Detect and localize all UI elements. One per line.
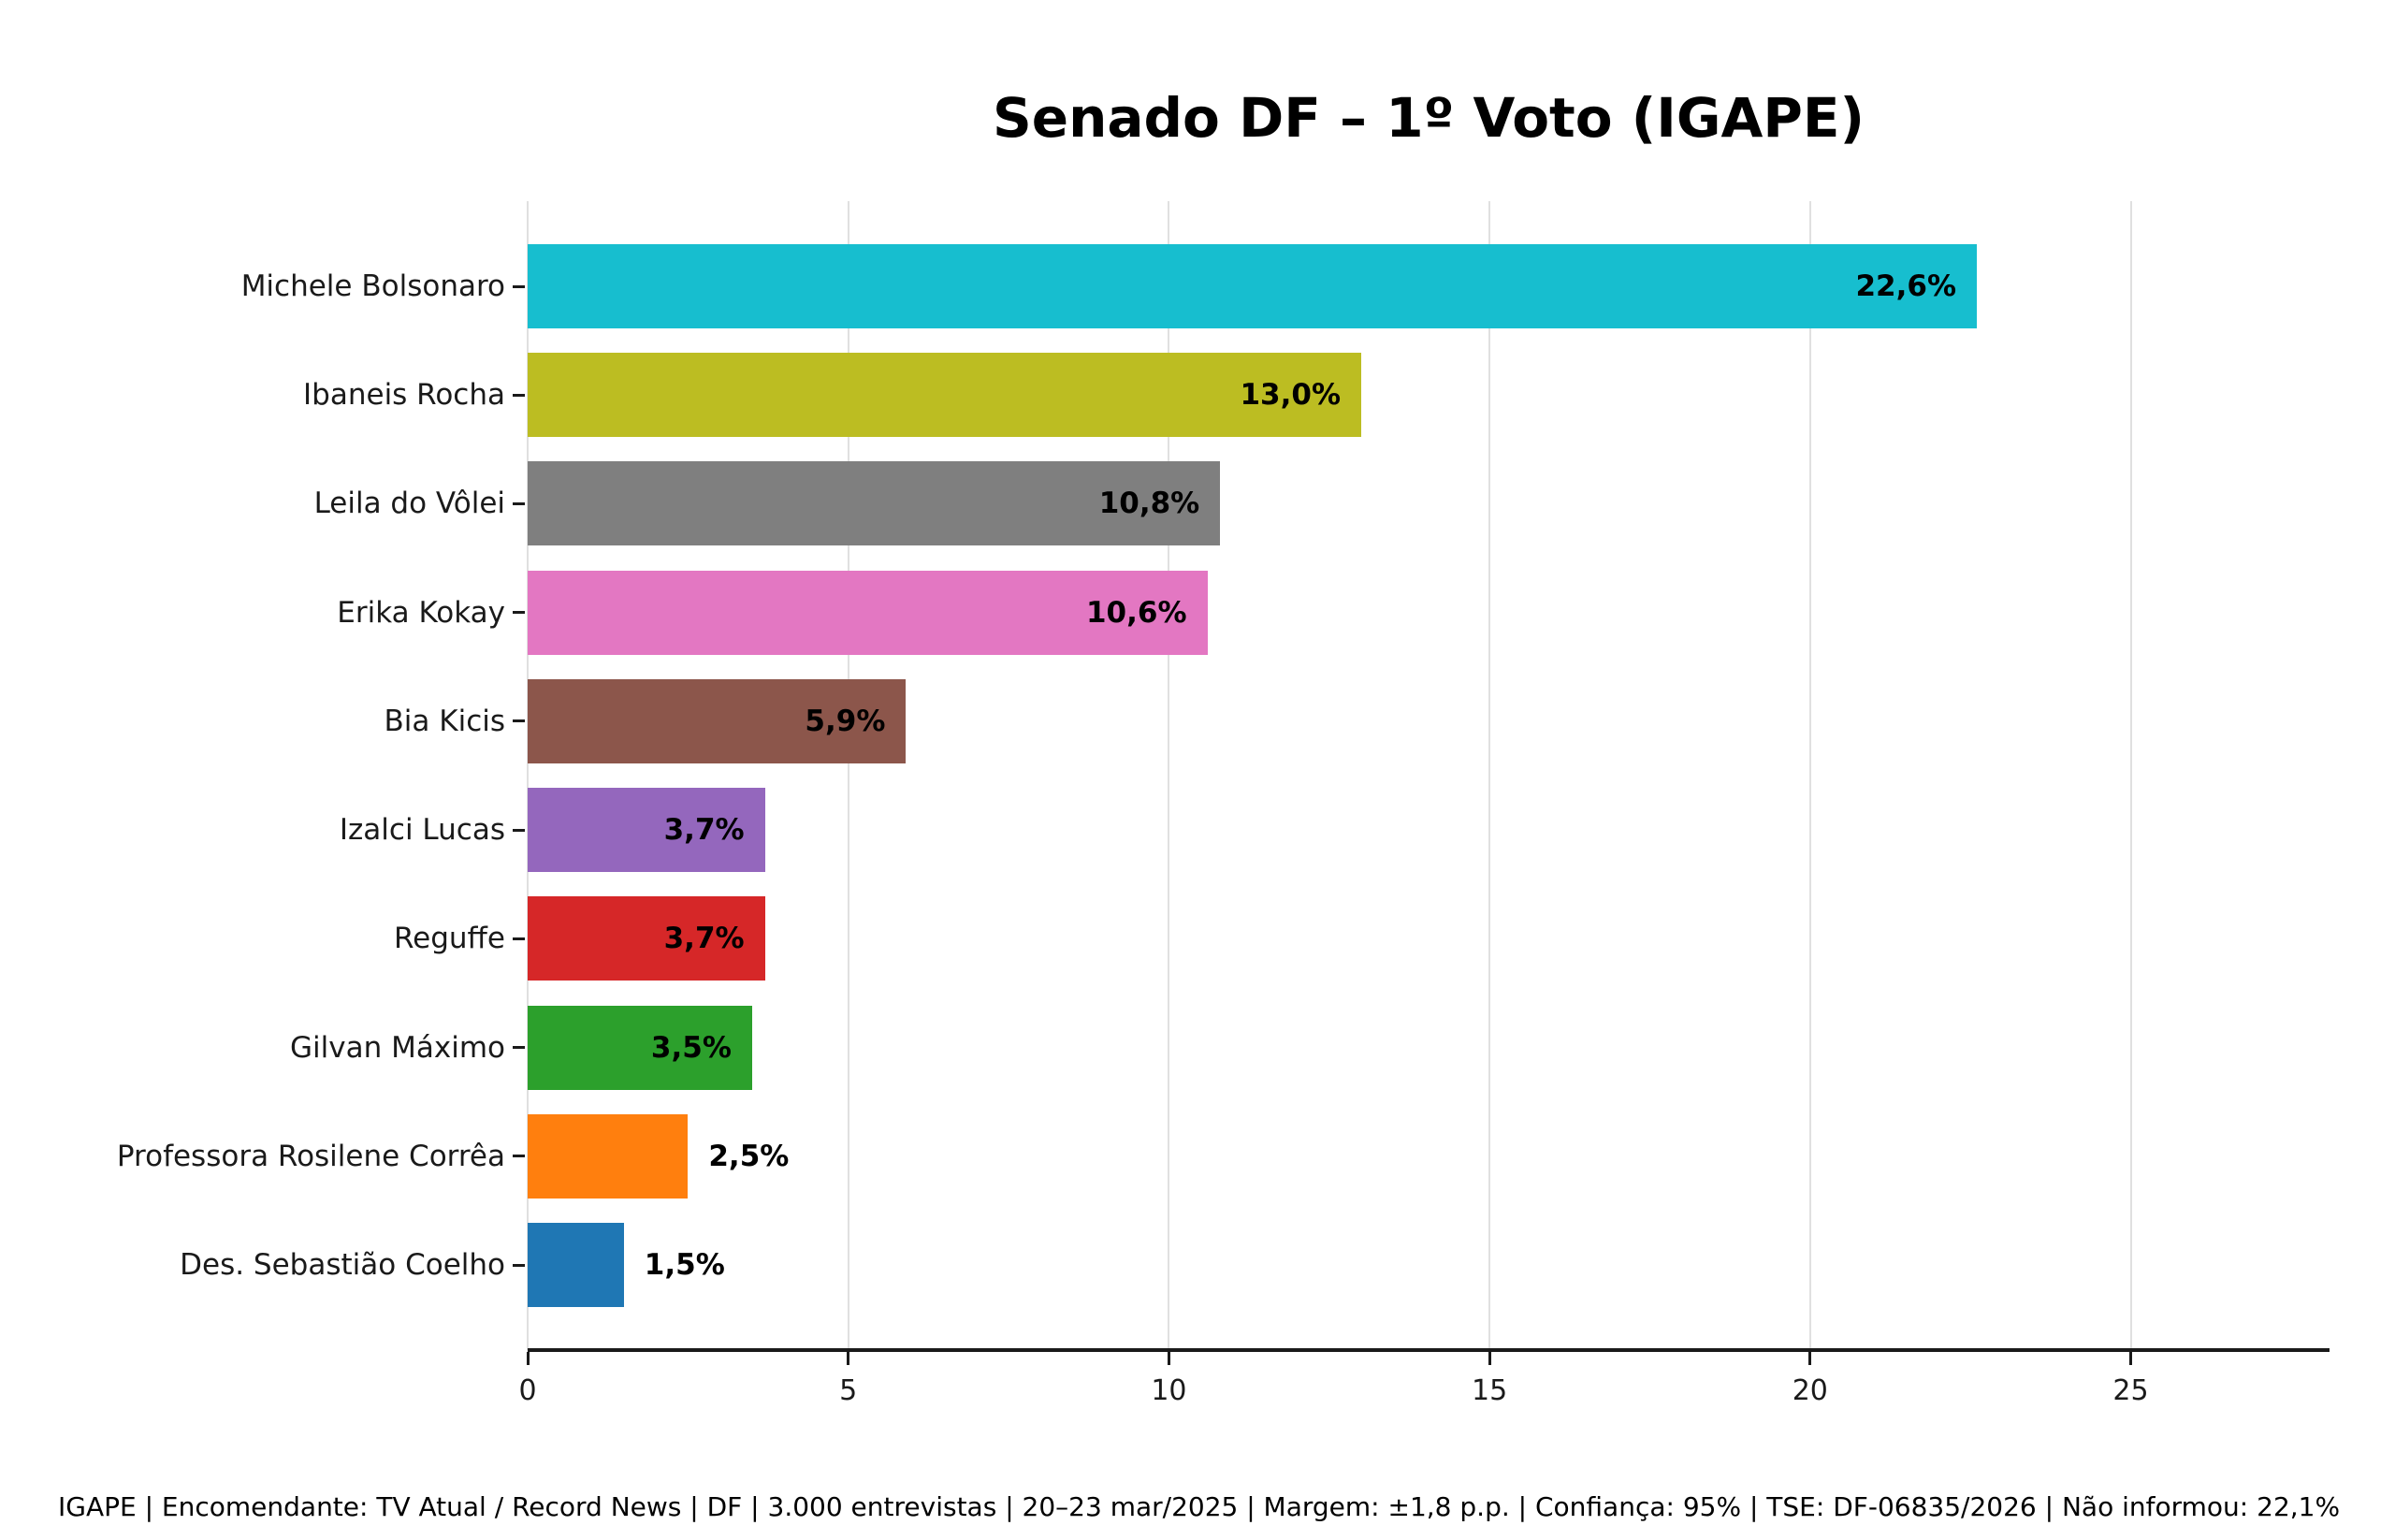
- y-axis-tick: [513, 828, 525, 832]
- category-label: Izalci Lucas: [339, 813, 505, 848]
- grid-line: [1808, 201, 1811, 1350]
- x-axis-tick: [1167, 1352, 1170, 1365]
- x-axis-tick-label: 15: [1472, 1374, 1508, 1407]
- value-label: 5,9%: [805, 704, 886, 738]
- x-axis-tick: [1808, 1352, 1812, 1365]
- y-axis-tick: [513, 1046, 525, 1050]
- value-label: 1,5%: [644, 1248, 725, 1282]
- x-axis-tick-label: 20: [1792, 1374, 1828, 1407]
- x-axis-tick-label: 5: [839, 1374, 858, 1407]
- bar: [528, 788, 765, 873]
- grid-line: [2129, 201, 2132, 1350]
- x-axis-tick: [847, 1352, 850, 1365]
- y-axis-tick: [513, 611, 525, 615]
- y-axis-tick: [513, 719, 525, 723]
- x-axis-tick-label: 25: [2112, 1374, 2149, 1407]
- value-label: 10,6%: [1085, 595, 1187, 630]
- x-axis-tick-label: 10: [1151, 1374, 1187, 1407]
- category-label: Reguffe: [394, 922, 505, 956]
- y-axis-tick: [513, 937, 525, 940]
- x-axis-tick: [526, 1352, 530, 1365]
- x-axis-tick-label: 0: [518, 1374, 537, 1407]
- grid-line: [1488, 201, 1491, 1350]
- value-label: 2,5%: [708, 1139, 790, 1173]
- value-label: 3,7%: [663, 813, 745, 848]
- value-label: 22,6%: [1855, 269, 1957, 303]
- y-axis-tick: [513, 284, 525, 288]
- chart-title: Senado DF – 1º Voto (IGAPE): [992, 86, 1865, 150]
- bar: [528, 1113, 689, 1199]
- category-label: Ibaneis Rocha: [303, 378, 505, 413]
- bar: [528, 353, 1362, 438]
- bar: [528, 570, 1208, 655]
- bar: [528, 1005, 752, 1090]
- bar: [528, 1223, 624, 1307]
- bar: [528, 896, 765, 981]
- value-label: 3,5%: [650, 1030, 732, 1065]
- category-label: Bia Kicis: [384, 704, 505, 738]
- grid-line: [1168, 201, 1170, 1350]
- y-axis-tick: [513, 1155, 525, 1158]
- category-label: Erika Kokay: [337, 595, 505, 630]
- grid-line: [847, 201, 849, 1350]
- y-axis-tick: [513, 501, 525, 505]
- category-label: Gilvan Máximo: [290, 1030, 505, 1065]
- value-label: 3,7%: [663, 922, 745, 956]
- survey-methodology-footnote: IGAPE | Encomendante: TV Atual / Record …: [58, 1491, 2341, 1522]
- bar: [528, 678, 907, 763]
- plot-area: 22,6% Michele Bolsonaro 13,0% Ibaneis Rocha…: [117, 201, 2330, 1407]
- y-axis-tick: [513, 393, 525, 397]
- grid-line: [527, 201, 529, 1350]
- category-label: Michele Bolsonaro: [240, 269, 505, 303]
- value-label: 10,8%: [1098, 487, 1200, 521]
- value-label: 13,0%: [1240, 378, 1342, 413]
- category-label: Professora Rosilene Corrêa: [116, 1139, 505, 1173]
- bar: [528, 461, 1221, 546]
- x-axis-spine: [528, 1348, 2330, 1352]
- x-axis-tick: [2129, 1352, 2133, 1365]
- bar: [528, 244, 1978, 328]
- y-axis-tick: [513, 1263, 525, 1267]
- x-axis-tick: [1488, 1352, 1491, 1365]
- category-label: Des. Sebastião Coelho: [180, 1248, 505, 1282]
- category-label: Leila do Vôlei: [313, 487, 505, 521]
